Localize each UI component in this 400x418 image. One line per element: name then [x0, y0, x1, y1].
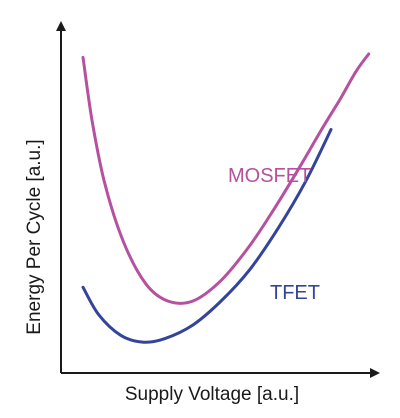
mosfet-series-label: MOSFET — [228, 165, 311, 187]
mosfet-series-line — [81, 52, 371, 305]
tfet-series-line — [81, 128, 333, 344]
y-axis-title: Energy Per Cycle [a.u.] — [24, 139, 45, 334]
x-axis-title: Supply Voltage [a.u.] — [125, 384, 299, 405]
tfet-series-label: TFET — [270, 282, 320, 304]
